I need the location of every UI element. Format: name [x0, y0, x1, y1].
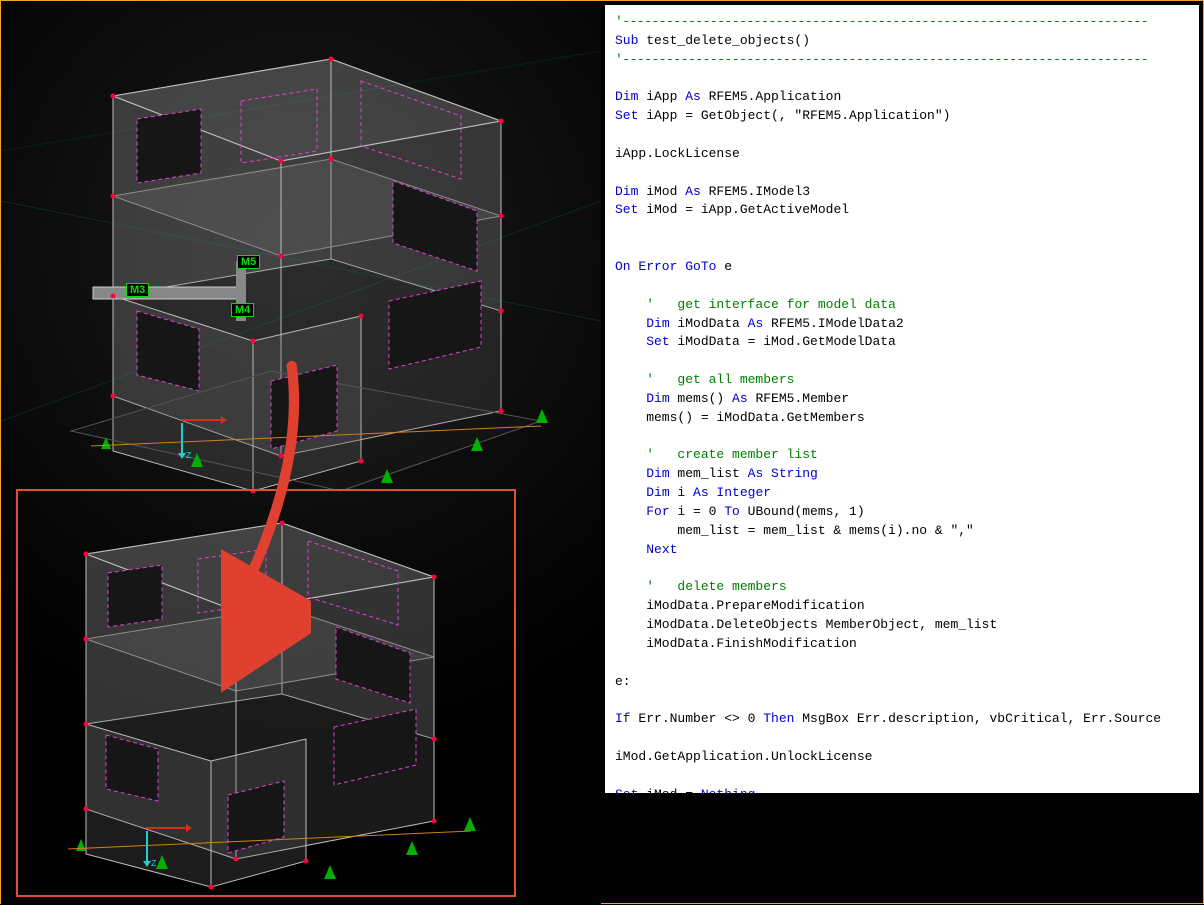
code-panel: '---------------------------------------…: [605, 5, 1199, 793]
code-listing: '---------------------------------------…: [615, 13, 1189, 793]
building-top-svg: [41, 31, 561, 501]
axis-gizmo-top: Z: [181, 419, 221, 453]
axis-gizmo-bottom: Z: [146, 827, 186, 861]
model-before: M3 M5 M4 Z: [41, 31, 561, 491]
member-label-m4: M4: [231, 303, 254, 317]
building-bottom-svg: [26, 499, 506, 899]
member-label-m3: M3: [126, 283, 149, 297]
viewport-3d[interactable]: M3 M5 M4 Z: [1, 1, 601, 905]
model-after: Z: [26, 499, 506, 893]
member-label-m5: M5: [237, 255, 260, 269]
